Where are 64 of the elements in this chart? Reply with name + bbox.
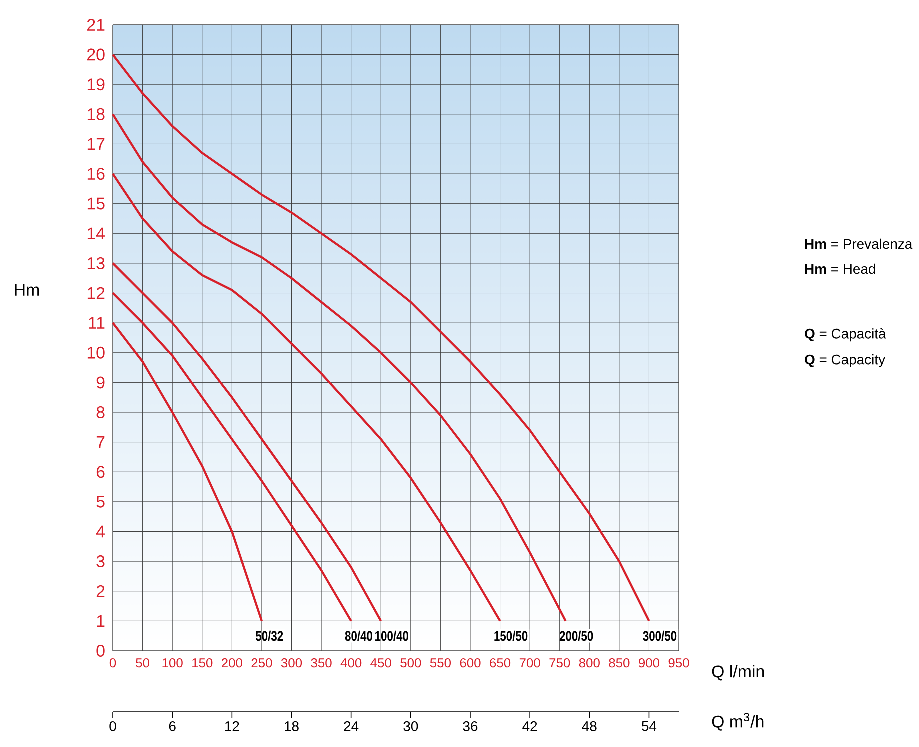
x-tick-label: 700 xyxy=(520,658,540,668)
text: Q = Capacità xyxy=(805,328,886,342)
y-axis-title: Hm xyxy=(15,284,40,296)
y-tick-label: 10 xyxy=(88,346,105,359)
y-tick-label: 5 xyxy=(96,496,105,508)
y-tick-label: 20 xyxy=(88,48,105,61)
x-tick-label: 150 xyxy=(192,658,213,668)
x2-tick-label: 42 xyxy=(522,721,538,732)
x-tick-label: 300 xyxy=(281,658,302,668)
y-tick-label: 18 xyxy=(88,108,105,120)
line-series xyxy=(112,172,502,622)
y-tick-label: 21 xyxy=(88,19,105,31)
x-tick-label: 900 xyxy=(639,658,660,668)
y-tick-label: 11 xyxy=(89,317,105,329)
text: Hm = Head xyxy=(805,264,876,274)
x2-tick-label: 18 xyxy=(285,721,299,732)
x-tick-label: 650 xyxy=(490,658,511,668)
x2-tick-label: 12 xyxy=(225,721,240,732)
y-tick-label: 2 xyxy=(96,585,105,598)
x2-tick-label: 0 xyxy=(110,721,116,732)
text: Hm = Prevalenza xyxy=(805,238,913,250)
x-tick-label: 250 xyxy=(252,658,272,668)
x-tick-label: 550 xyxy=(430,658,451,668)
y-tick-label: 7 xyxy=(96,436,105,448)
y-tick-label: 19 xyxy=(88,78,105,91)
y-tick-label: 12 xyxy=(88,287,105,300)
y-tick-label: 0 xyxy=(96,644,105,657)
y-tick-label: 8 xyxy=(96,406,105,419)
x-tick-label: 450 xyxy=(370,658,392,668)
x-axis-title: Q l/min xyxy=(712,665,764,681)
x2-tick-label: 54 xyxy=(642,722,657,732)
x2-tick-label: 6 xyxy=(169,721,176,732)
x2-tick-label: 36 xyxy=(463,721,478,732)
text: Q = Capacity xyxy=(805,354,886,368)
x-tick-label: 600 xyxy=(460,658,481,668)
x-tick-label: 500 xyxy=(400,658,422,668)
line-series xyxy=(112,113,567,622)
x-tick-label: 750 xyxy=(550,658,570,668)
x-tick-label: 950 xyxy=(668,658,690,668)
x-tick-label: 850 xyxy=(609,658,630,668)
y-tick-label: 4 xyxy=(96,526,105,538)
x-tick-label: 100 xyxy=(162,658,183,668)
y-tick-label: 9 xyxy=(96,376,105,389)
x2-tick-label: 24 xyxy=(344,721,359,732)
y-tick-label: 6 xyxy=(96,466,105,478)
x-tick-label: 800 xyxy=(579,658,600,668)
line-series xyxy=(112,322,264,622)
x-tick-label: 350 xyxy=(311,658,332,668)
y-tick-label: 14 xyxy=(88,228,105,240)
series-label: 50/32 xyxy=(256,630,284,642)
y-tick-label: 1 xyxy=(97,615,105,627)
y-tick-label: 16 xyxy=(88,168,105,180)
y-tick-label: 15 xyxy=(88,198,105,210)
y-tick-label: 3 xyxy=(96,556,105,568)
y-tick-label: 17 xyxy=(88,138,105,150)
x-tick-label: 0 xyxy=(110,658,116,668)
y-tick-label: 13 xyxy=(88,257,105,270)
x-tick-label: 200 xyxy=(222,658,242,668)
x2-axis-title: Q m$^{3}$/h xyxy=(712,713,764,731)
series-label: 100/40 xyxy=(376,630,408,642)
x-tick-label: 50 xyxy=(136,658,150,668)
x2-tick-label: 30 xyxy=(404,721,418,732)
x2-tick-label: 48 xyxy=(582,721,597,732)
x-tick-label: 400 xyxy=(340,658,362,668)
